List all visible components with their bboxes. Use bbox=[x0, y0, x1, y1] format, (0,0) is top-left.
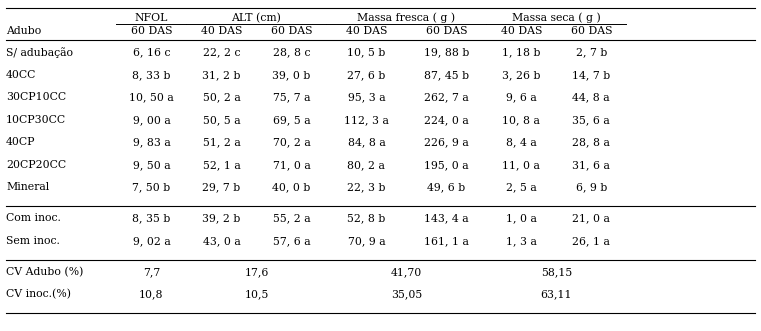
Text: 52, 8 b: 52, 8 b bbox=[347, 213, 386, 223]
Text: 9, 6 a: 9, 6 a bbox=[506, 92, 537, 102]
Text: 8, 35 b: 8, 35 b bbox=[132, 213, 170, 223]
Text: 1, 0 a: 1, 0 a bbox=[506, 213, 537, 223]
Text: CV Adubo (%): CV Adubo (%) bbox=[6, 267, 84, 277]
Text: 6, 9 b: 6, 9 b bbox=[575, 182, 607, 192]
Text: 10, 5 b: 10, 5 b bbox=[347, 47, 386, 57]
Text: 40CP: 40CP bbox=[6, 137, 36, 147]
Text: 226, 9 a: 226, 9 a bbox=[424, 137, 469, 147]
Text: 3, 26 b: 3, 26 b bbox=[502, 70, 540, 80]
Text: 55, 2 a: 55, 2 a bbox=[272, 213, 310, 223]
Text: Massa seca ( g ): Massa seca ( g ) bbox=[512, 13, 600, 24]
Text: 10,8: 10,8 bbox=[139, 290, 164, 300]
Text: 57, 6 a: 57, 6 a bbox=[272, 236, 310, 246]
Text: 17,6: 17,6 bbox=[244, 267, 269, 277]
Text: 9, 50 a: 9, 50 a bbox=[132, 160, 170, 170]
Text: 80, 2 a: 80, 2 a bbox=[348, 160, 385, 170]
Text: 7, 50 b: 7, 50 b bbox=[132, 182, 170, 192]
Text: 41,70: 41,70 bbox=[390, 267, 422, 277]
Text: 10CP30CC: 10CP30CC bbox=[6, 115, 66, 125]
Text: 84, 8 a: 84, 8 a bbox=[348, 137, 385, 147]
Text: 28, 8 c: 28, 8 c bbox=[272, 47, 310, 57]
Text: 58,15: 58,15 bbox=[540, 267, 572, 277]
Text: 35,05: 35,05 bbox=[390, 290, 422, 300]
Text: 71, 0 a: 71, 0 a bbox=[272, 160, 310, 170]
Text: 28, 8 a: 28, 8 a bbox=[572, 137, 610, 147]
Text: 10, 8 a: 10, 8 a bbox=[502, 115, 540, 125]
Text: 69, 5 a: 69, 5 a bbox=[272, 115, 310, 125]
Text: 9, 00 a: 9, 00 a bbox=[132, 115, 170, 125]
Text: 39, 2 b: 39, 2 b bbox=[202, 213, 240, 223]
Text: 8, 4 a: 8, 4 a bbox=[506, 137, 537, 147]
Text: 195, 0 a: 195, 0 a bbox=[424, 160, 469, 170]
Text: 27, 6 b: 27, 6 b bbox=[347, 70, 386, 80]
Text: 87, 45 b: 87, 45 b bbox=[424, 70, 469, 80]
Text: 50, 5 a: 50, 5 a bbox=[202, 115, 240, 125]
Text: ALT (cm): ALT (cm) bbox=[231, 13, 282, 24]
Text: 112, 3 a: 112, 3 a bbox=[344, 115, 389, 125]
Text: 1, 18 b: 1, 18 b bbox=[502, 47, 540, 57]
Text: 35, 6 a: 35, 6 a bbox=[572, 115, 610, 125]
Text: 161, 1 a: 161, 1 a bbox=[424, 236, 469, 246]
Text: Massa fresca ( g ): Massa fresca ( g ) bbox=[358, 13, 455, 24]
Text: 31, 6 a: 31, 6 a bbox=[572, 160, 610, 170]
Text: 26, 1 a: 26, 1 a bbox=[572, 236, 610, 246]
Text: 30CP10CC: 30CP10CC bbox=[6, 92, 66, 102]
Text: S/ adubação: S/ adubação bbox=[6, 47, 73, 58]
Text: 19, 88 b: 19, 88 b bbox=[424, 47, 469, 57]
Text: 31, 2 b: 31, 2 b bbox=[202, 70, 240, 80]
Text: 9, 83 a: 9, 83 a bbox=[132, 137, 170, 147]
Text: 60 DAS: 60 DAS bbox=[131, 26, 172, 36]
Text: 143, 4 a: 143, 4 a bbox=[424, 213, 469, 223]
Text: 10, 50 a: 10, 50 a bbox=[129, 92, 174, 102]
Text: Sem inoc.: Sem inoc. bbox=[6, 236, 60, 246]
Text: 29, 7 b: 29, 7 b bbox=[202, 182, 240, 192]
Text: 262, 7 a: 262, 7 a bbox=[424, 92, 469, 102]
Text: 7,7: 7,7 bbox=[143, 267, 160, 277]
Text: 75, 7 a: 75, 7 a bbox=[272, 92, 310, 102]
Text: 95, 3 a: 95, 3 a bbox=[348, 92, 385, 102]
Text: 10,5: 10,5 bbox=[244, 290, 269, 300]
Text: 52, 1 a: 52, 1 a bbox=[202, 160, 240, 170]
Text: 49, 6 b: 49, 6 b bbox=[427, 182, 466, 192]
Text: 22, 3 b: 22, 3 b bbox=[347, 182, 386, 192]
Text: 40, 0 b: 40, 0 b bbox=[272, 182, 310, 192]
Text: 70, 2 a: 70, 2 a bbox=[272, 137, 310, 147]
Text: 40 DAS: 40 DAS bbox=[345, 26, 387, 36]
Text: 50, 2 a: 50, 2 a bbox=[202, 92, 240, 102]
Text: 60 DAS: 60 DAS bbox=[571, 26, 612, 36]
Text: 44, 8 a: 44, 8 a bbox=[572, 92, 610, 102]
Text: 60 DAS: 60 DAS bbox=[425, 26, 467, 36]
Text: 11, 0 a: 11, 0 a bbox=[502, 160, 540, 170]
Text: 40CC: 40CC bbox=[6, 70, 37, 80]
Text: 60 DAS: 60 DAS bbox=[271, 26, 312, 36]
Text: 43, 0 a: 43, 0 a bbox=[202, 236, 240, 246]
Text: 224, 0 a: 224, 0 a bbox=[424, 115, 469, 125]
Text: 14, 7 b: 14, 7 b bbox=[572, 70, 610, 80]
Text: 63,11: 63,11 bbox=[540, 290, 572, 300]
Text: 1, 3 a: 1, 3 a bbox=[506, 236, 537, 246]
Text: 21, 0 a: 21, 0 a bbox=[572, 213, 610, 223]
Text: 2, 5 a: 2, 5 a bbox=[506, 182, 537, 192]
Text: Mineral: Mineral bbox=[6, 182, 49, 192]
Text: 20CP20CC: 20CP20CC bbox=[6, 160, 66, 170]
Text: 2, 7 b: 2, 7 b bbox=[575, 47, 607, 57]
Text: 70, 9 a: 70, 9 a bbox=[348, 236, 385, 246]
Text: Com inoc.: Com inoc. bbox=[6, 213, 61, 223]
Text: 6, 16 c: 6, 16 c bbox=[132, 47, 170, 57]
Text: 39, 0 b: 39, 0 b bbox=[272, 70, 310, 80]
Text: CV inoc.(%): CV inoc.(%) bbox=[6, 289, 71, 300]
Text: NFOL: NFOL bbox=[135, 13, 168, 23]
Text: 22, 2 c: 22, 2 c bbox=[202, 47, 240, 57]
Text: 40 DAS: 40 DAS bbox=[501, 26, 542, 36]
Text: 8, 33 b: 8, 33 b bbox=[132, 70, 170, 80]
Text: Adubo: Adubo bbox=[6, 26, 41, 36]
Text: 40 DAS: 40 DAS bbox=[201, 26, 242, 36]
Text: 9, 02 a: 9, 02 a bbox=[132, 236, 170, 246]
Text: 51, 2 a: 51, 2 a bbox=[202, 137, 240, 147]
